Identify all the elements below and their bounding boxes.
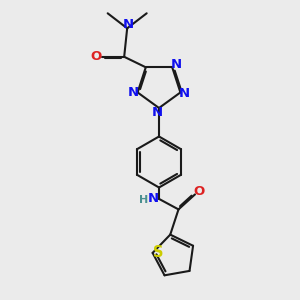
Text: O: O <box>91 50 102 63</box>
Text: N: N <box>152 106 163 119</box>
Text: S: S <box>153 245 163 260</box>
Text: N: N <box>123 18 134 31</box>
Text: N: N <box>128 86 139 99</box>
Text: N: N <box>170 58 182 71</box>
Text: H: H <box>139 195 148 206</box>
Text: N: N <box>179 88 190 100</box>
Text: O: O <box>194 185 205 198</box>
Text: N: N <box>148 192 159 206</box>
